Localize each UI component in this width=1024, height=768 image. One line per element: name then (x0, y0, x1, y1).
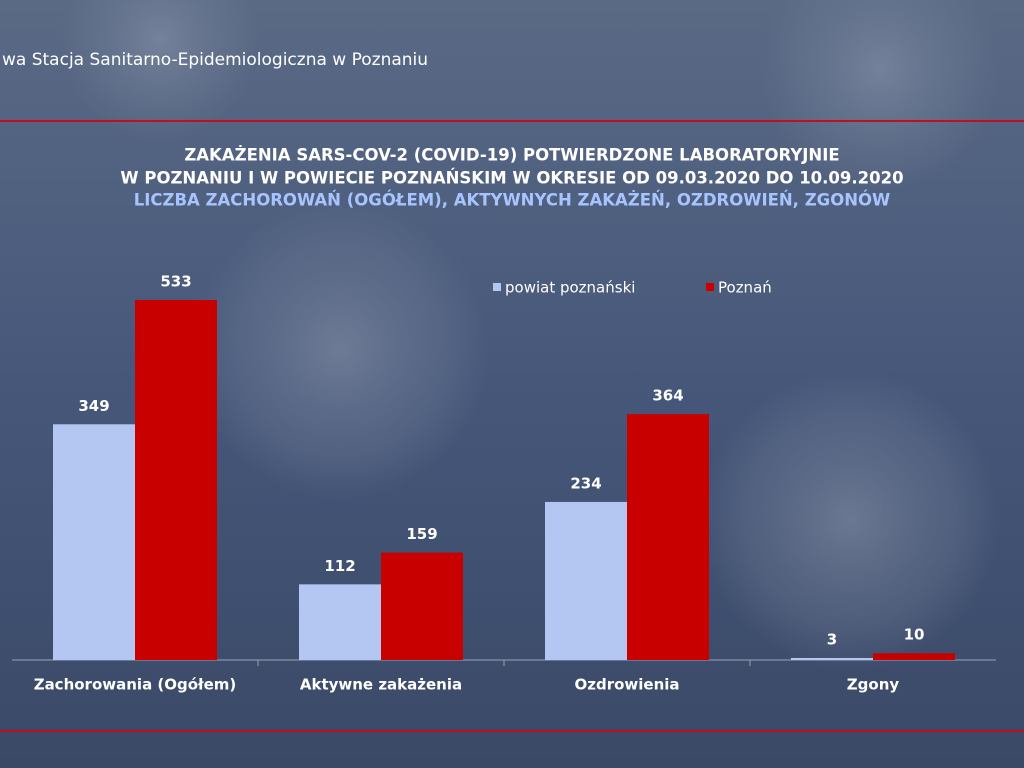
data-label: 364 (652, 387, 683, 405)
data-label: 533 (160, 273, 191, 291)
bar (791, 657, 873, 660)
virus-image (760, 0, 1000, 190)
data-label: 3 (827, 630, 837, 648)
legend-label: Poznań (718, 279, 772, 297)
data-label: 234 (570, 474, 601, 492)
data-label: 112 (324, 557, 355, 575)
data-label: 159 (406, 525, 437, 543)
legend-swatch (493, 283, 501, 291)
virus-image (60, 0, 260, 140)
chart-title: ZAKAŻENIA SARS-COV-2 (COVID-19) POTWIERD… (184, 146, 839, 165)
x-tick-label: Zgony (847, 676, 900, 694)
virus-image (190, 200, 490, 500)
legend-label: powiat poznański (505, 279, 635, 297)
bar (299, 584, 381, 660)
data-label: 10 (904, 626, 925, 644)
bar (873, 653, 955, 660)
data-label: 349 (78, 397, 109, 415)
bar (627, 414, 709, 660)
bar (381, 552, 463, 660)
bar (135, 300, 217, 660)
chart-title: W POZNANIU I W POWIECIE POZNAŃSKIM W OKR… (120, 169, 903, 188)
header-text: wa Stacja Sanitarno-Epidemiologiczna w P… (2, 50, 428, 70)
x-tick-label: Aktywne zakażenia (300, 676, 462, 694)
bar (545, 501, 627, 660)
x-tick-label: Zachorowania (Ogółem) (34, 676, 237, 694)
bar (53, 424, 135, 660)
x-tick-label: Ozdrowienia (574, 676, 679, 694)
virus-image (700, 370, 1000, 670)
legend-swatch (706, 283, 714, 291)
chart-subtitle: LICZBA ZACHOROWAŃ (OGÓŁEM), AKTYWNYCH ZA… (134, 191, 891, 210)
